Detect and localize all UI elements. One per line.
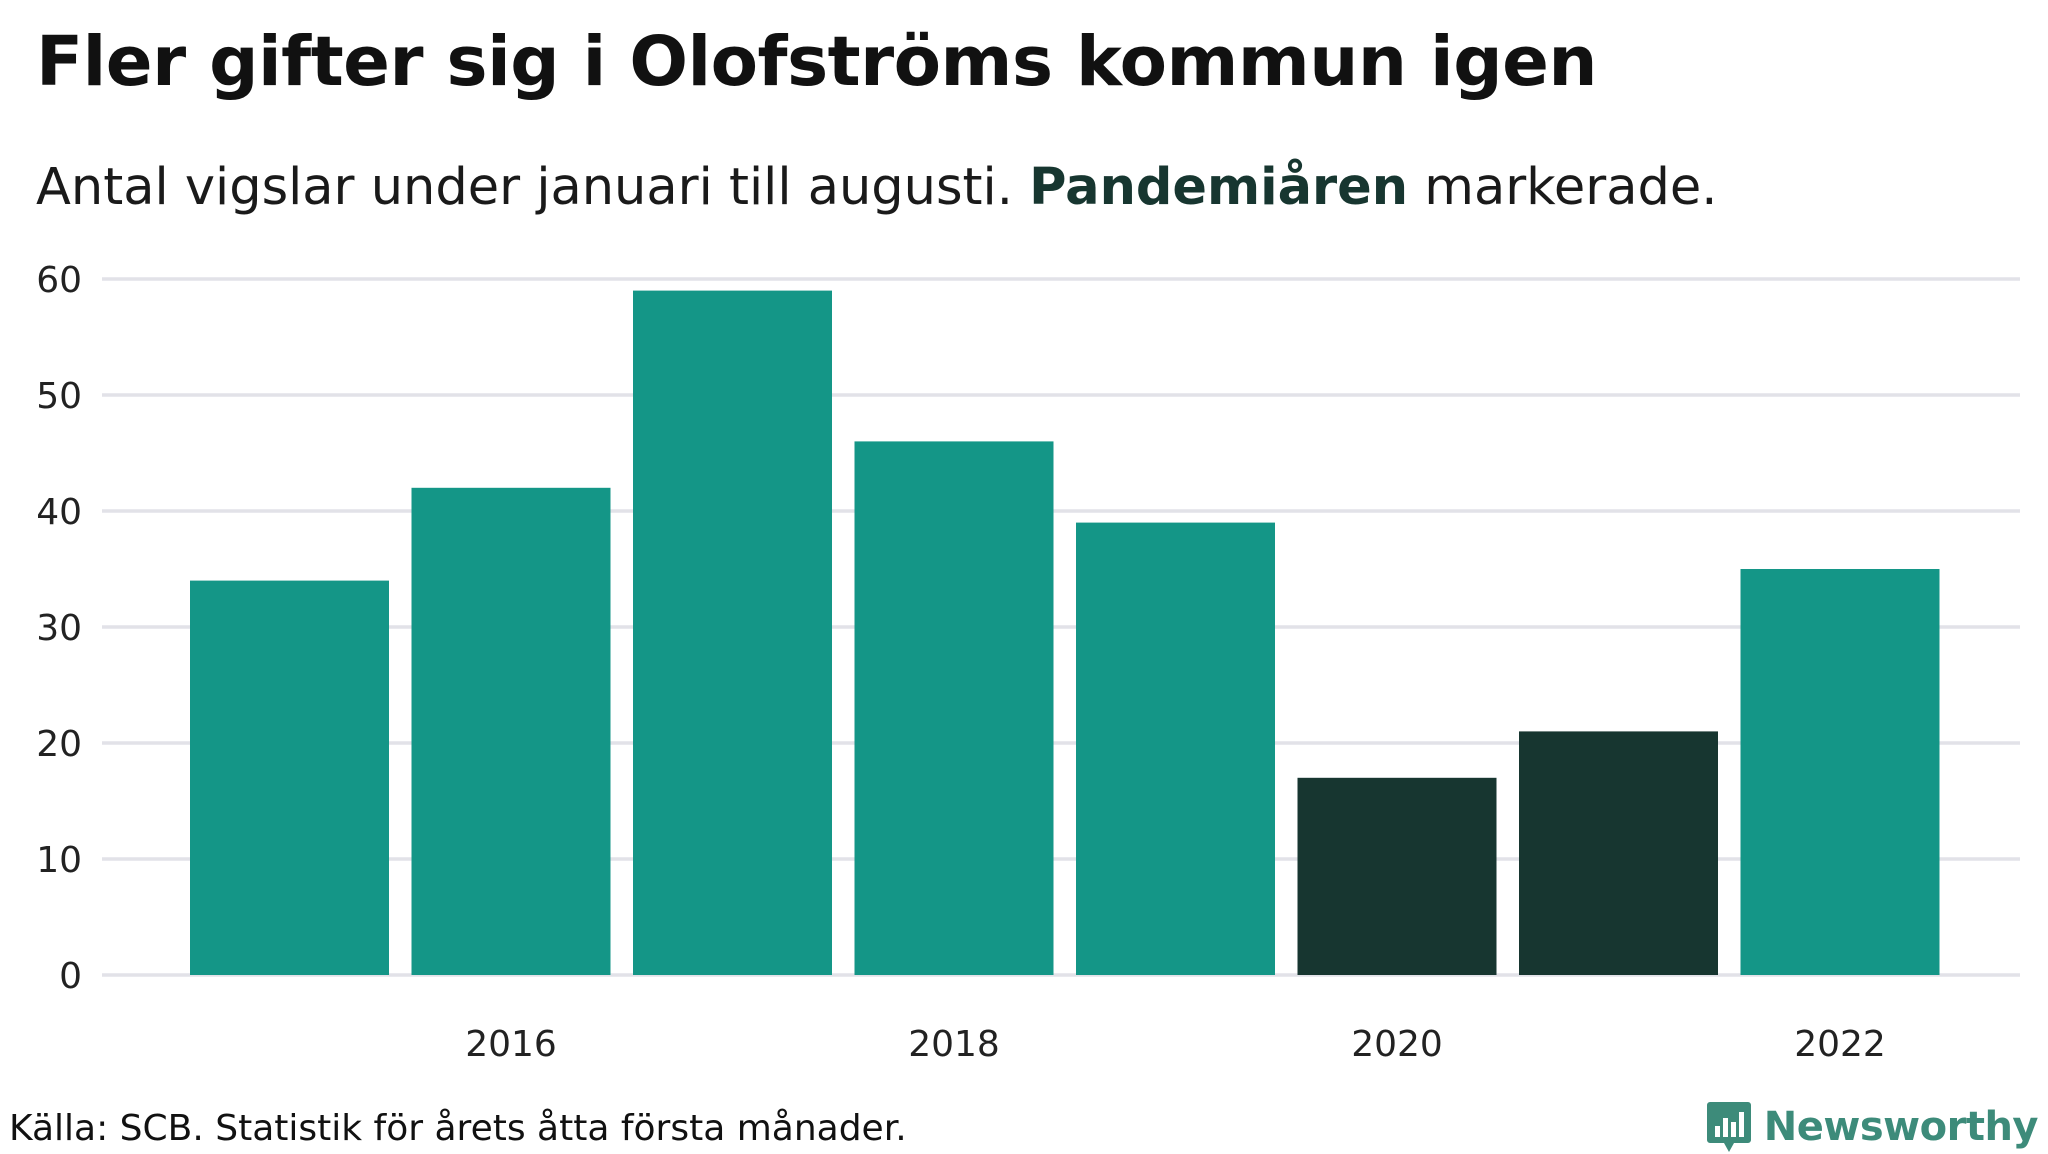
y-tick-label: 60: [36, 260, 82, 301]
subtitle-highlight: Pandemiåren: [1029, 158, 1409, 217]
chart-title: Fler gifter sig i Olofströms kommun igen: [36, 22, 1598, 102]
x-tick-label: 2020: [1351, 1024, 1443, 1065]
bar-2019: [1076, 522, 1275, 975]
source-note: Källa: SCB. Statistik för årets åtta för…: [9, 1108, 907, 1149]
subtitle-text: Antal vigslar under januari till augusti…: [36, 158, 1030, 217]
brand-name: Newsworthy: [1763, 1104, 2039, 1150]
brand-logo: Newsworthy: [1706, 1100, 2039, 1154]
bar-2017: [633, 290, 832, 976]
bar-2016: [411, 487, 611, 975]
bar-chart: 0 10 20 30 40 50 60 2016 2018 2020 2022: [36, 260, 2020, 1065]
gridlines: [102, 277, 2020, 977]
y-tick-label: 30: [36, 608, 82, 649]
x-axis-labels: 2016 2018 2020 2022: [465, 1024, 1886, 1065]
y-tick-label: 50: [36, 376, 82, 417]
bar-2015: [190, 580, 389, 975]
x-tick-label: 2016: [465, 1024, 557, 1065]
bar-2022: [1740, 569, 1940, 975]
bar-chart-icon: [1706, 1102, 1751, 1152]
y-tick-label: 10: [36, 840, 82, 881]
y-tick-label: 40: [36, 492, 82, 533]
bar-2021: [1519, 731, 1718, 975]
y-axis-labels: 0 10 20 30 40 50 60: [36, 260, 82, 997]
bars: [190, 290, 1940, 976]
bar-2020: [1297, 777, 1497, 975]
chart-subtitle: Antal vigslar under januari till augusti…: [36, 158, 1717, 217]
bar-2018: [854, 441, 1054, 975]
y-tick-label: 20: [36, 724, 82, 765]
y-tick-label: 0: [59, 956, 82, 997]
x-tick-label: 2022: [1794, 1024, 1886, 1065]
x-tick-label: 2018: [908, 1024, 1000, 1065]
subtitle-text-end: markerade.: [1408, 158, 1718, 217]
